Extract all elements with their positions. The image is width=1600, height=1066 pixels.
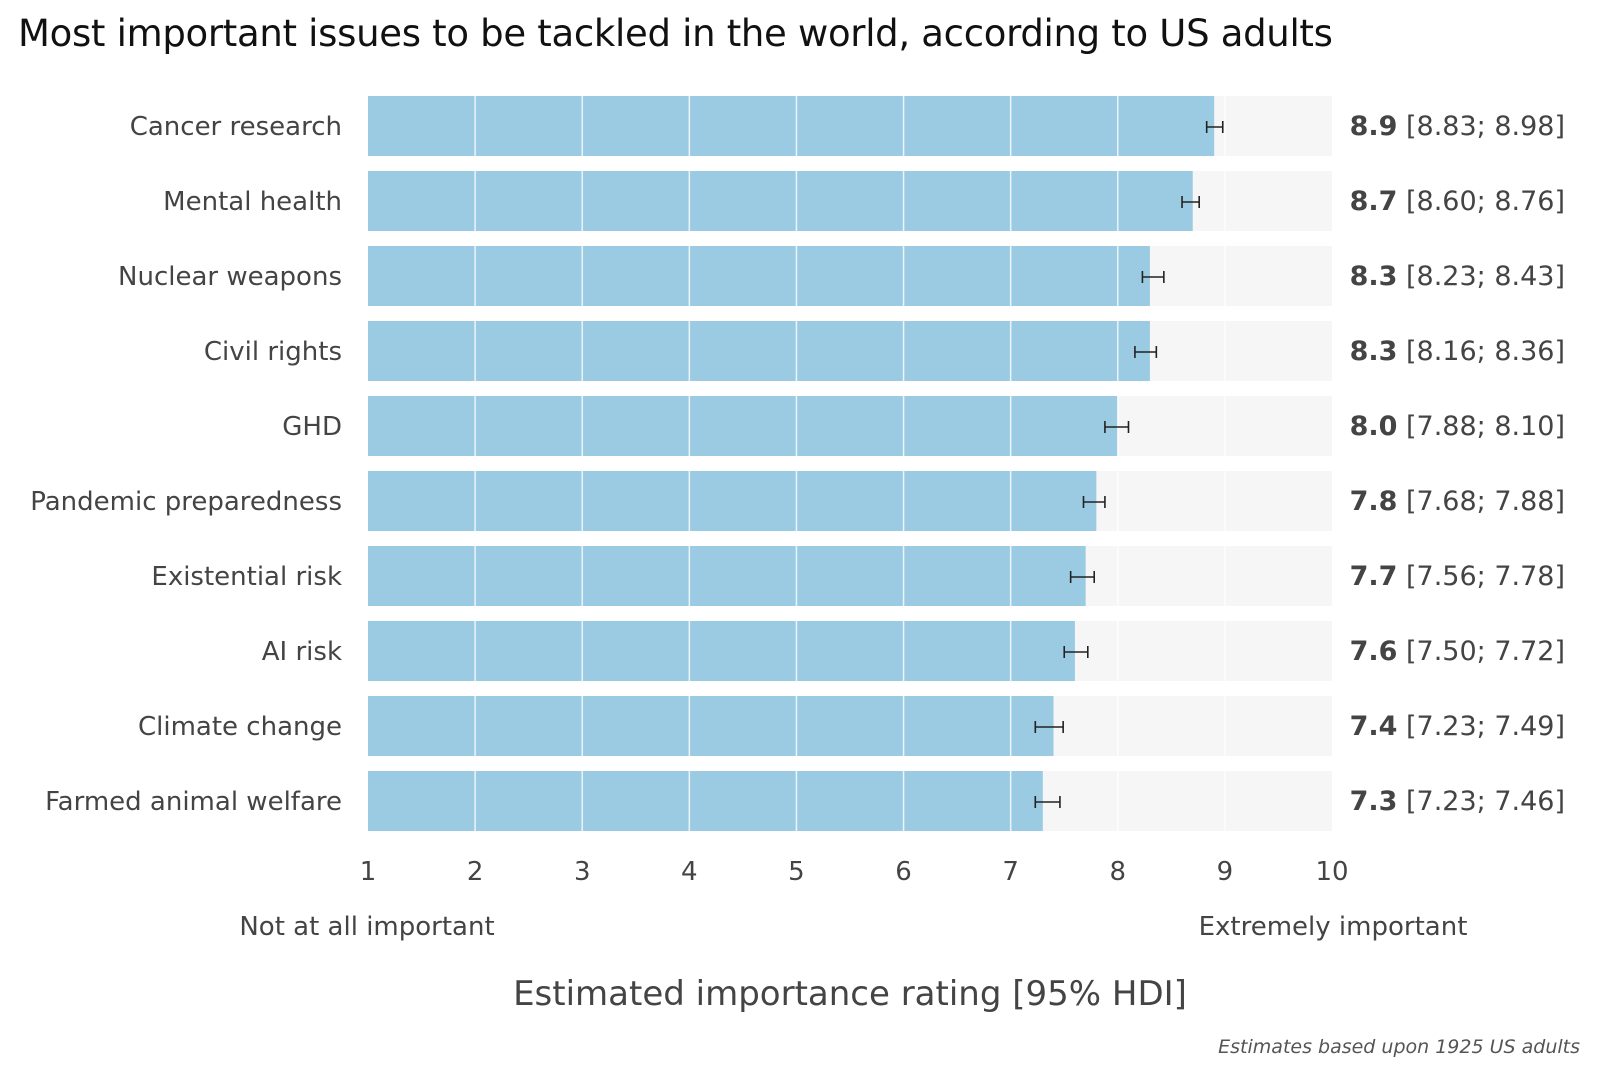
hdi-interval: [8.60; 8.76] <box>1397 186 1565 217</box>
x-tick-label: 9 <box>1217 857 1234 887</box>
hdi-interval: [7.23; 7.49] <box>1397 711 1565 742</box>
hdi-interval: [7.23; 7.46] <box>1397 786 1565 817</box>
error-bar <box>1134 346 1158 358</box>
x-tick-label: 6 <box>895 857 912 887</box>
bar <box>368 246 1150 306</box>
value-label: 7.3 [7.23; 7.46] <box>1350 786 1565 817</box>
bar <box>368 771 1043 831</box>
x-axis-label: Estimated importance rating [95% HDI] <box>513 974 1187 1014</box>
chart-title: Most important issues to be tackled in t… <box>18 12 1333 55</box>
scale-high-label: Extremely important <box>1199 912 1468 942</box>
category-label: Farmed animal welfare <box>45 787 342 817</box>
estimate-value: 8.0 <box>1350 411 1398 442</box>
error-bar <box>1104 421 1130 433</box>
x-tick-label: 4 <box>681 857 698 887</box>
hdi-interval: [8.83; 8.98] <box>1397 111 1565 142</box>
bar <box>368 96 1215 156</box>
estimate-value: 8.3 <box>1350 261 1398 292</box>
footnote: Estimates based upon 1925 US adults <box>1218 1036 1580 1058</box>
estimate-value: 7.8 <box>1350 486 1398 517</box>
hdi-interval: [8.23; 8.43] <box>1397 261 1565 292</box>
x-tick-label: 10 <box>1315 857 1348 887</box>
x-tick-label: 5 <box>788 857 805 887</box>
x-tick-label: 7 <box>1002 857 1019 887</box>
hdi-interval: [8.16; 8.36] <box>1397 336 1565 367</box>
bar <box>368 171 1193 231</box>
category-label: Climate change <box>138 712 342 742</box>
bar <box>368 471 1097 531</box>
category-label: Cancer research <box>130 112 342 142</box>
value-label: 8.0 [7.88; 8.10] <box>1350 411 1565 442</box>
value-label: 7.7 [7.56; 7.78] <box>1350 561 1565 592</box>
value-label: 8.3 [8.23; 8.43] <box>1350 261 1565 292</box>
x-tick-label: 3 <box>574 857 591 887</box>
estimate-value: 8.3 <box>1350 336 1398 367</box>
estimate-value: 7.3 <box>1350 786 1398 817</box>
error-bar <box>1063 646 1089 658</box>
error-bar <box>1181 196 1200 208</box>
value-label: 8.7 [8.60; 8.76] <box>1350 186 1565 217</box>
value-label: 7.4 [7.23; 7.49] <box>1350 711 1565 742</box>
bar <box>368 696 1054 756</box>
value-label: 8.3 [8.16; 8.36] <box>1350 336 1565 367</box>
value-label: 8.9 [8.83; 8.98] <box>1350 111 1565 142</box>
error-bar <box>1205 121 1224 133</box>
bar <box>368 546 1086 606</box>
hdi-interval: [7.68; 7.88] <box>1397 486 1565 517</box>
category-label: Pandemic preparedness <box>30 487 342 517</box>
error-bar <box>1034 721 1064 733</box>
value-label: 7.8 [7.68; 7.88] <box>1350 486 1565 517</box>
error-bar <box>1141 271 1165 283</box>
hdi-interval: [7.50; 7.72] <box>1397 636 1565 667</box>
value-label: 7.6 [7.50; 7.72] <box>1350 636 1565 667</box>
estimate-value: 7.4 <box>1350 711 1398 742</box>
estimate-value: 7.7 <box>1350 561 1398 592</box>
bar <box>368 621 1075 681</box>
category-label: Mental health <box>163 187 342 217</box>
category-label: Existential risk <box>151 562 342 592</box>
x-tick-label: 8 <box>1110 857 1127 887</box>
estimate-value: 7.6 <box>1350 636 1398 667</box>
scale-low-label: Not at all important <box>239 912 494 942</box>
bar <box>368 321 1150 381</box>
hdi-interval: [7.56; 7.78] <box>1397 561 1565 592</box>
estimate-value: 8.9 <box>1350 111 1398 142</box>
error-bar <box>1069 571 1096 583</box>
category-label: GHD <box>282 412 342 442</box>
x-tick-label: 1 <box>360 857 377 887</box>
error-bar <box>1082 496 1106 508</box>
estimate-value: 8.7 <box>1350 186 1398 217</box>
x-tick-label: 2 <box>467 857 484 887</box>
category-label: Nuclear weapons <box>118 262 342 292</box>
category-label: Civil rights <box>204 337 342 367</box>
bar <box>368 396 1118 456</box>
error-bar <box>1034 796 1061 808</box>
category-label: AI risk <box>262 637 342 667</box>
hdi-interval: [7.88; 8.10] <box>1397 411 1565 442</box>
